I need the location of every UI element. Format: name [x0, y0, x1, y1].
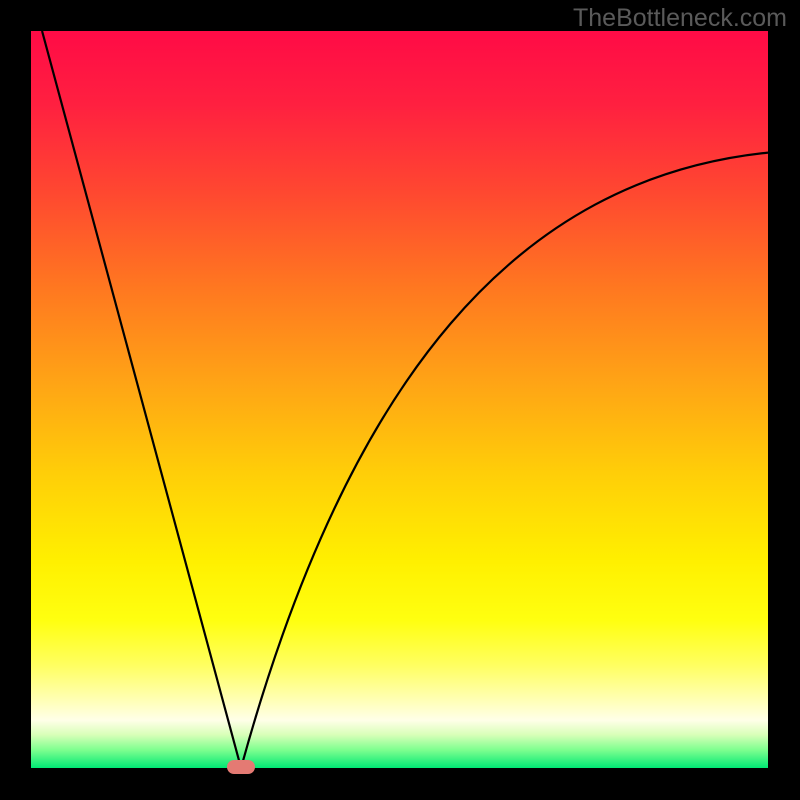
curve-right-branch: [241, 153, 768, 768]
vertex-marker: [227, 760, 255, 774]
chart-container: TheBottleneck.com: [0, 0, 800, 800]
curve-left-branch: [42, 31, 241, 768]
curve-layer: [31, 31, 768, 768]
watermark-text: TheBottleneck.com: [573, 4, 787, 33]
plot-area: [31, 31, 768, 768]
